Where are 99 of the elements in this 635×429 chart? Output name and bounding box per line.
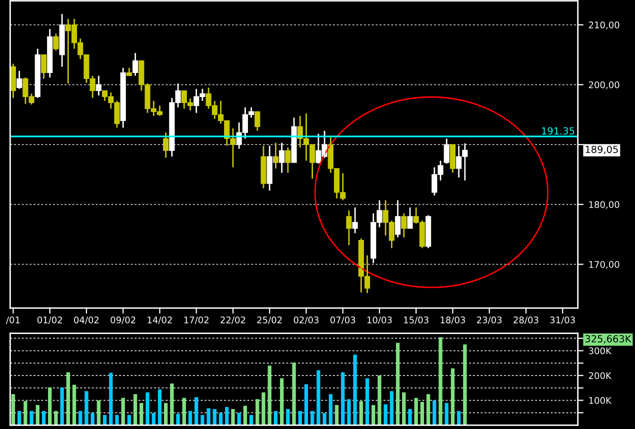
bar (408, 409, 412, 426)
x-tick-label: 14/02 (148, 316, 172, 324)
bar (158, 389, 162, 426)
x-tick-label: 10/03 (367, 316, 392, 324)
bar (353, 354, 357, 426)
bar (347, 399, 351, 426)
x-tick-label: 31/03 (550, 316, 575, 324)
x-tick-label: 23/03 (476, 316, 502, 324)
bar (206, 408, 210, 426)
bar (286, 409, 290, 426)
bar (402, 392, 406, 426)
bar (17, 410, 22, 426)
x-tick-label: 09/02 (110, 316, 136, 324)
bar (11, 394, 16, 426)
bar (152, 412, 156, 426)
bar (384, 404, 388, 426)
bar (60, 387, 64, 426)
bar (390, 391, 394, 426)
x-tick-label: 04/02 (74, 316, 99, 324)
bar (268, 366, 272, 426)
bar (334, 405, 339, 426)
y-tick-label: 200,00 (588, 81, 620, 90)
bar (140, 403, 144, 426)
bar (322, 412, 326, 426)
bar (365, 378, 370, 426)
bar (298, 410, 302, 426)
bar (84, 391, 88, 426)
bar (133, 394, 138, 426)
bar (90, 412, 94, 426)
bar (426, 394, 430, 426)
x-tick-label: 18/03 (440, 316, 465, 324)
bar (456, 410, 461, 426)
y-tick-label: 170,00 (589, 261, 620, 269)
bar (42, 410, 46, 426)
bar (225, 407, 229, 426)
bar (146, 392, 150, 426)
bar (48, 387, 52, 426)
x-tick-label: 15/03 (404, 316, 428, 324)
bar (341, 372, 345, 426)
bar (170, 383, 174, 426)
bar (54, 410, 58, 426)
bar (237, 412, 241, 426)
bar (396, 342, 400, 426)
x-tick-label: /01 (6, 316, 20, 324)
text: 325,663K (585, 335, 632, 344)
bar (256, 399, 260, 426)
bar (414, 398, 418, 426)
bar (200, 414, 204, 426)
x-tick-label: 25/02 (257, 316, 282, 324)
bar (444, 403, 448, 426)
bar (292, 362, 296, 426)
x-tick-label: 17/02 (184, 316, 208, 324)
bar (280, 378, 284, 426)
bar (316, 370, 320, 426)
ref-line-label: 191.35 (542, 127, 574, 135)
bar (188, 410, 192, 426)
x-tick-label: 22/02 (220, 316, 246, 324)
bar (212, 409, 216, 426)
bar (96, 400, 100, 426)
bar (274, 410, 278, 426)
bar (310, 410, 314, 426)
bar (36, 405, 40, 426)
bar (164, 403, 168, 426)
bar (243, 406, 248, 426)
bar (30, 410, 34, 426)
candlestick (260, 145, 266, 189)
text: 189,05 (586, 146, 618, 154)
x-tick-label: 07/03 (330, 316, 356, 324)
bar (450, 368, 455, 426)
bar (121, 398, 125, 426)
bar (372, 405, 376, 426)
bar (176, 414, 180, 426)
bar (115, 414, 119, 426)
bar (66, 372, 70, 426)
bar (378, 376, 382, 426)
y-tick-label: 180,00 (589, 201, 620, 209)
bar (182, 398, 186, 426)
bar (24, 401, 28, 426)
y-tick-label: 300K (588, 347, 612, 354)
x-tick-label: 28/03 (514, 316, 538, 324)
bar (359, 401, 363, 426)
bar (218, 412, 223, 426)
bar (194, 397, 198, 426)
y-tick-label: 200K (588, 372, 612, 380)
bar (463, 344, 467, 426)
bar (438, 337, 442, 426)
bar (78, 410, 82, 426)
bar (231, 409, 235, 426)
bar (420, 402, 424, 426)
bar (304, 384, 308, 426)
y-tick-label: 210,00 (588, 22, 620, 30)
x-tick-label: 01/02 (37, 316, 62, 324)
bar (72, 384, 76, 426)
bar (109, 372, 113, 426)
bar (432, 400, 436, 426)
bar (328, 394, 332, 426)
y-tick-label: 100K (589, 397, 612, 404)
x-tick-label: 02/03 (294, 316, 318, 324)
bar (262, 392, 266, 426)
